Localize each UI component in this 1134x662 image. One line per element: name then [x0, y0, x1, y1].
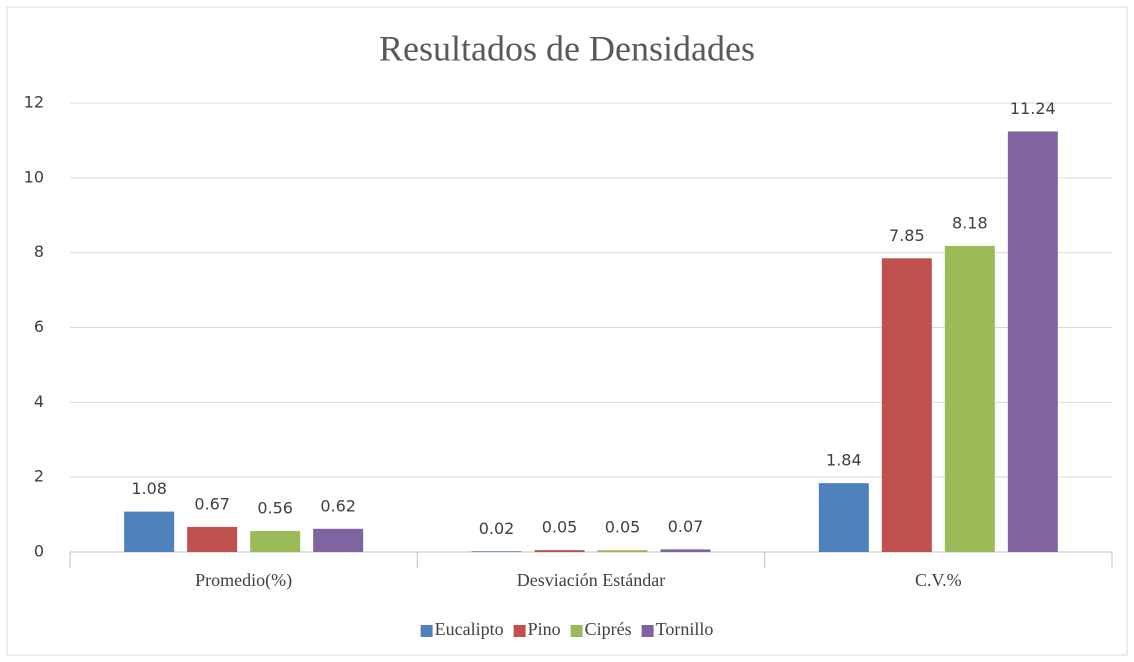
x-tick-label: Promedio(%) — [195, 570, 292, 591]
x-tick-label: C.V.% — [915, 570, 962, 590]
bar — [944, 245, 995, 552]
data-label: 0.62 — [320, 496, 356, 515]
data-label: 0.02 — [479, 519, 515, 538]
bar — [187, 526, 238, 552]
y-tick-label: 0 — [34, 542, 44, 561]
legend-swatch — [570, 625, 583, 637]
bar — [881, 258, 932, 552]
bar — [250, 531, 301, 552]
legend-label: Eucalipto — [435, 619, 504, 639]
data-label: 0.07 — [668, 517, 704, 536]
bar — [534, 550, 585, 552]
bar — [1007, 131, 1058, 553]
data-label: 1.84 — [826, 451, 862, 470]
data-label: 0.05 — [542, 518, 578, 537]
y-tick-label: 8 — [34, 242, 44, 261]
legend-swatch — [641, 625, 654, 637]
legend-label: Ciprés — [585, 619, 632, 639]
y-tick-label: 10 — [24, 167, 44, 186]
data-label: 1.08 — [131, 479, 167, 498]
legend-swatch — [420, 625, 433, 637]
data-label: 7.85 — [889, 226, 925, 245]
legend-label: Tornillo — [656, 619, 714, 639]
legend-label: Pino — [528, 619, 561, 639]
y-tick-label: 4 — [34, 392, 44, 411]
data-label: 0.67 — [194, 494, 230, 513]
bar — [660, 549, 711, 552]
bar — [597, 550, 648, 552]
data-label: 11.24 — [1010, 99, 1056, 118]
data-label: 8.18 — [952, 213, 988, 232]
bar — [471, 551, 522, 552]
bar — [124, 511, 175, 552]
legend-swatch — [513, 625, 526, 637]
chart-title: Resultados de Densidades — [379, 28, 755, 68]
y-tick-label: 2 — [34, 467, 44, 486]
data-label: 0.05 — [605, 518, 641, 537]
data-label: 0.56 — [257, 499, 293, 518]
bar — [313, 528, 364, 552]
bar — [818, 483, 869, 552]
y-tick-label: 12 — [24, 93, 44, 112]
x-tick-label: Desviación Estándar — [517, 570, 665, 590]
y-tick-label: 6 — [34, 317, 44, 336]
